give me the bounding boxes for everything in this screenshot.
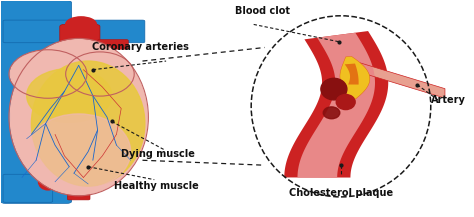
Polygon shape (340, 56, 370, 99)
Ellipse shape (321, 78, 347, 100)
Polygon shape (360, 63, 445, 98)
Text: Coronary arteries: Coronary arteries (91, 43, 189, 53)
FancyBboxPatch shape (3, 174, 53, 202)
Ellipse shape (336, 94, 355, 110)
Ellipse shape (27, 69, 112, 123)
FancyBboxPatch shape (60, 24, 100, 57)
Ellipse shape (38, 174, 57, 190)
Text: Cholesterol plaque: Cholesterol plaque (289, 188, 393, 198)
Polygon shape (345, 64, 359, 85)
FancyBboxPatch shape (98, 66, 126, 75)
FancyBboxPatch shape (58, 42, 78, 49)
FancyBboxPatch shape (67, 185, 90, 200)
Text: Healthy muscle: Healthy muscle (114, 181, 199, 191)
Polygon shape (284, 31, 388, 178)
FancyBboxPatch shape (3, 20, 145, 43)
Ellipse shape (10, 50, 86, 98)
FancyBboxPatch shape (98, 39, 128, 49)
FancyBboxPatch shape (103, 89, 126, 96)
Text: Artery: Artery (431, 95, 466, 105)
Text: Dying muscle: Dying muscle (121, 149, 195, 159)
Ellipse shape (66, 17, 96, 32)
Polygon shape (298, 33, 375, 178)
Ellipse shape (323, 107, 340, 119)
Text: Blood clot: Blood clot (236, 6, 291, 16)
Ellipse shape (31, 61, 145, 186)
Ellipse shape (67, 53, 133, 95)
Ellipse shape (10, 39, 147, 195)
Ellipse shape (27, 114, 131, 189)
FancyBboxPatch shape (0, 1, 72, 203)
